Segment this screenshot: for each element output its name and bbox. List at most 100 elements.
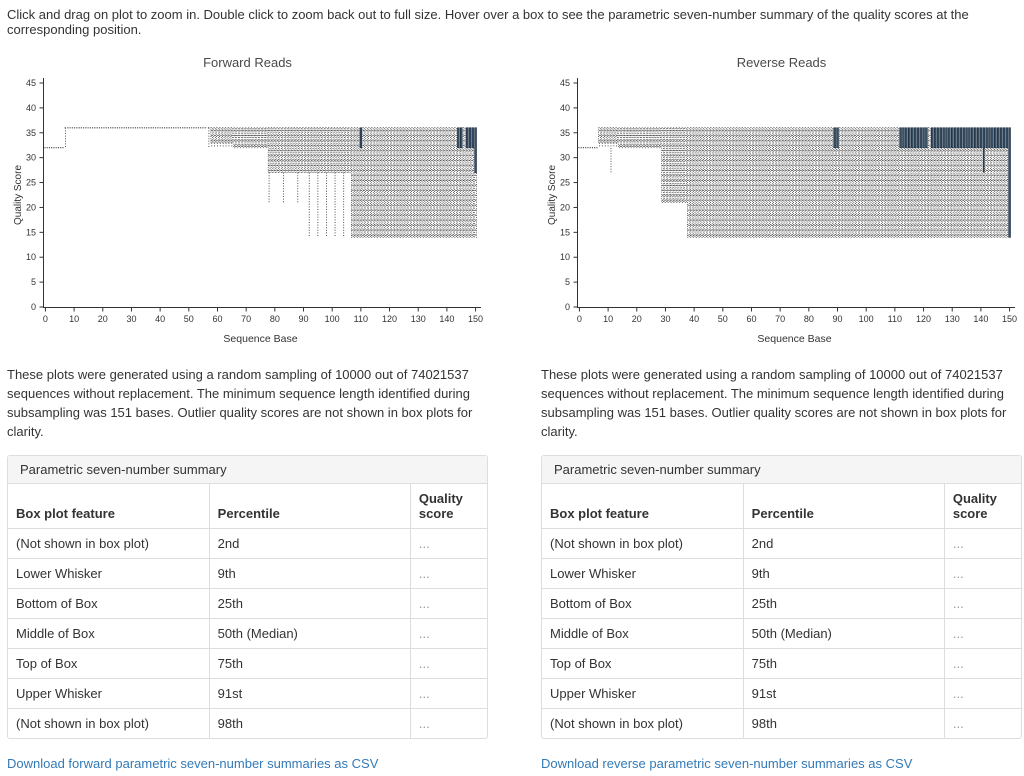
svg-text:120: 120	[382, 314, 397, 324]
summary-cell: ...	[409, 588, 487, 620]
svg-text:40: 40	[689, 314, 699, 324]
svg-text:20: 20	[560, 202, 570, 212]
summary-cell: 98th	[208, 708, 411, 739]
column-header: Quality score	[943, 484, 1021, 530]
svg-text:Quality Score: Quality Score	[547, 165, 558, 225]
svg-text:15: 15	[26, 227, 36, 237]
column-header: Percentile	[742, 484, 945, 530]
table-row: Top of Box 75th...	[542, 648, 1021, 680]
summary-cell: Lower Whisker	[542, 558, 744, 590]
summary-cell: (Not shown in box plot)	[542, 708, 744, 739]
summary-cell: 25th	[208, 588, 411, 620]
table-row: (Not shown in box plot) 98th...	[542, 708, 1021, 739]
summary-cell: ...	[943, 618, 1021, 650]
svg-text:15: 15	[560, 227, 570, 237]
svg-text:30: 30	[26, 153, 36, 163]
download-reverse-csv-link[interactable]: Download reverse parametric seven-number…	[541, 756, 913, 772]
svg-text:25: 25	[26, 178, 36, 188]
forward-reads-boxplot[interactable]: 0 5 10 15 20 25 30 35 40 45 0 10 20 30 40 50 60 70 80 90 100…	[7, 70, 485, 356]
plots-row: Forward Reads 0 5 10 15 20 25 30 35 40 45 0 10 20 30 4…	[7, 49, 1022, 771]
summary-cell: 75th	[208, 648, 411, 680]
svg-text:35: 35	[26, 128, 36, 138]
svg-text:100: 100	[325, 314, 340, 324]
table-row: Top of Box 75th...	[8, 648, 487, 680]
svg-text:80: 80	[804, 314, 814, 324]
summary-cell: Upper Whisker	[542, 678, 744, 710]
forward-plot-title: Forward Reads	[203, 55, 292, 70]
table-row: Lower Whisker 9th...	[542, 558, 1021, 590]
summary-cell: ...	[409, 558, 487, 590]
svg-text:Quality Score: Quality Score	[13, 165, 24, 225]
forward-column: Forward Reads 0 5 10 15 20 25 30 35 40 45 0 10 20 30 4…	[7, 49, 488, 771]
svg-text:150: 150	[1002, 314, 1017, 324]
summary-cell: ...	[943, 678, 1021, 710]
table-row: Upper Whisker 91st...	[8, 678, 487, 710]
summary-cell: (Not shown in box plot)	[8, 708, 210, 739]
summary-cell: Top of Box	[542, 648, 744, 680]
svg-text:50: 50	[718, 314, 728, 324]
table-row: (Not shown in box plot) 2nd...	[8, 528, 487, 560]
reverse-summary-table: Box plot feature Percentile Quality score …	[542, 484, 1021, 739]
svg-text:40: 40	[26, 103, 36, 113]
svg-text:140: 140	[439, 314, 454, 324]
table-row: (Not shown in box plot) 98th...	[8, 708, 487, 739]
reverse-reads-boxplot[interactable]: 0 5 10 15 20 25 30 35 40 45 0 10 20 30 40 50 60 70 80 90 100…	[541, 70, 1019, 356]
svg-text:100: 100	[859, 314, 874, 324]
summary-cell: ...	[943, 648, 1021, 680]
forward-panel-heading: Parametric seven-number summary	[8, 456, 487, 485]
summary-cell: 2nd	[742, 528, 945, 560]
reverse-panel-heading: Parametric seven-number summary	[542, 456, 1021, 485]
svg-text:30: 30	[660, 314, 670, 324]
svg-text:20: 20	[26, 202, 36, 212]
summary-cell: 91st	[208, 678, 411, 710]
svg-text:0: 0	[31, 302, 36, 312]
table-header-row: Box plot feature Percentile Quality score	[542, 484, 1021, 530]
summary-cell: Bottom of Box	[542, 588, 744, 620]
summary-cell: ...	[943, 588, 1021, 620]
summary-cell: (Not shown in box plot)	[8, 528, 210, 560]
svg-text:90: 90	[299, 314, 309, 324]
reverse-plot-title: Reverse Reads	[736, 55, 827, 70]
column-header: Quality score	[409, 484, 487, 530]
plot-instructions: Click and drag on plot to zoom in. Doubl…	[7, 7, 969, 37]
summary-cell: Middle of Box	[8, 618, 210, 650]
summary-cell: Top of Box	[8, 648, 210, 680]
svg-text:40: 40	[155, 314, 165, 324]
summary-cell: ...	[943, 528, 1021, 560]
svg-text:10: 10	[69, 314, 79, 324]
summary-cell: ...	[409, 528, 487, 560]
svg-text:5: 5	[31, 277, 36, 287]
svg-text:110: 110	[354, 314, 368, 324]
svg-text:0: 0	[577, 314, 582, 324]
svg-text:120: 120	[916, 314, 931, 324]
svg-text:130: 130	[411, 314, 426, 324]
svg-text:60: 60	[212, 314, 222, 324]
summary-cell: Upper Whisker	[8, 678, 210, 710]
download-forward-csv-link[interactable]: Download forward parametric seven-number…	[7, 756, 379, 772]
svg-text:20: 20	[98, 314, 108, 324]
summary-cell: (Not shown in box plot)	[542, 528, 744, 560]
svg-text:90: 90	[833, 314, 843, 324]
svg-text:30: 30	[126, 314, 136, 324]
summary-cell: ...	[943, 558, 1021, 590]
svg-text:5: 5	[565, 277, 570, 287]
svg-text:10: 10	[603, 314, 613, 324]
forward-sampling-note: These plots were generated using a rando…	[7, 367, 473, 439]
summary-cell: ...	[409, 708, 487, 739]
svg-text:130: 130	[945, 314, 960, 324]
summary-cell: ...	[409, 648, 487, 680]
svg-text:20: 20	[632, 314, 642, 324]
summary-cell: 25th	[742, 588, 945, 620]
summary-cell: Middle of Box	[542, 618, 744, 650]
table-row: Bottom of Box 25th...	[8, 588, 487, 620]
reverse-column: Reverse Reads 0 5 10 15 20 25 30 35 40 45 0 10 20 30 4…	[541, 49, 1022, 771]
summary-cell: 91st	[742, 678, 945, 710]
svg-text:Sequence Base: Sequence Base	[757, 333, 831, 345]
summary-cell: Bottom of Box	[8, 588, 210, 620]
column-header: Percentile	[208, 484, 411, 530]
svg-text:0: 0	[565, 302, 570, 312]
summary-cell: 50th (Median)	[742, 618, 945, 650]
svg-text:45: 45	[560, 78, 570, 88]
svg-text:35: 35	[560, 128, 570, 138]
svg-text:140: 140	[973, 314, 988, 324]
